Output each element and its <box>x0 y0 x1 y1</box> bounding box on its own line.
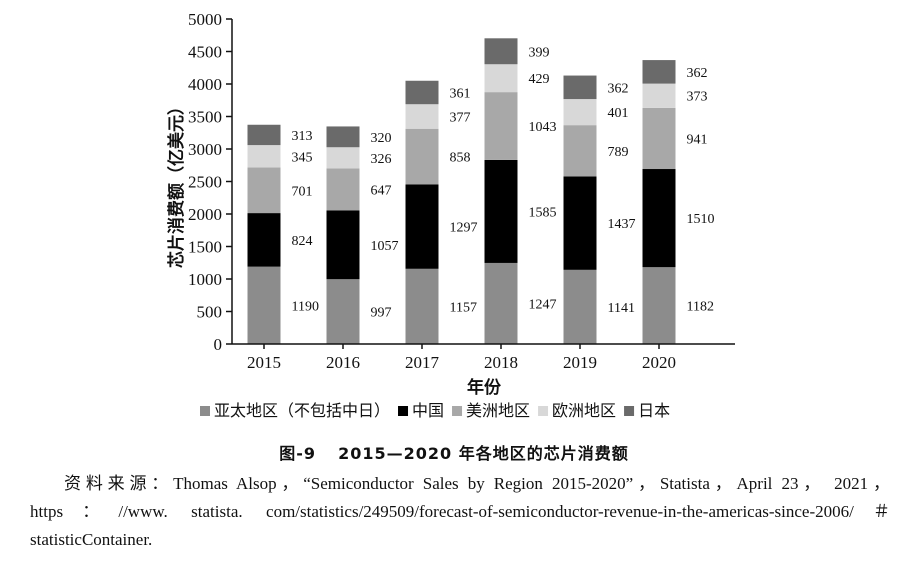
data-label: 1043 <box>529 120 557 135</box>
bar-segment <box>484 159 518 263</box>
legend-swatch <box>200 406 210 416</box>
bar-segment <box>563 75 597 100</box>
data-label: 362 <box>687 66 708 81</box>
bar-segment <box>484 64 518 93</box>
data-label: 824 <box>292 234 313 249</box>
x-tick-label: 2019 <box>563 353 597 372</box>
data-label: 320 <box>371 131 392 146</box>
bar-segment <box>563 269 597 344</box>
bar-segment <box>247 167 281 214</box>
data-label: 941 <box>687 132 708 147</box>
bar-segment <box>642 83 676 108</box>
y-axis-title: 芯片消费额（亿美元） <box>166 98 187 268</box>
bar-segment <box>326 279 360 344</box>
data-label: 701 <box>292 184 313 199</box>
x-tick-label: 2017 <box>405 353 440 372</box>
bar-segment <box>563 99 597 126</box>
bar-segment <box>563 125 597 177</box>
x-axis-title: 年份 <box>467 377 502 398</box>
bar-segment <box>405 128 439 185</box>
figure-title: 2015—2020 年各地区的芯片消费额 <box>338 444 629 463</box>
y-tick-label: 4500 <box>188 43 222 62</box>
y-tick-label: 3500 <box>188 108 222 127</box>
value-labels-group: 1190 824 701 345 313 997 1057 647 326 320 1157 1297… <box>292 45 715 320</box>
data-label: 1510 <box>687 212 715 227</box>
bar-segment <box>405 184 439 269</box>
legend-swatch <box>624 406 635 416</box>
y-tick-label: 500 <box>197 303 223 322</box>
bar-segment <box>326 210 360 280</box>
stacked-bar-chart: 1190 824 701 345 313 997 1057 647 326 320 1157 1297… <box>166 10 735 420</box>
legend: 亚太地区（不包括中日） 中国 美洲地区 欧洲地区 日本 <box>200 401 670 420</box>
y-tick-label: 3000 <box>188 140 222 159</box>
legend-swatch <box>538 406 549 416</box>
x-tick-label: 2016 <box>326 353 360 372</box>
data-label: 401 <box>608 106 629 121</box>
figure-caption: 图-9 2015—2020 年各地区的芯片消费额 <box>0 440 908 464</box>
legend-label: 亚太地区（不包括中日） <box>214 401 390 420</box>
data-label: 1182 <box>687 300 714 315</box>
bar-segment <box>247 266 281 344</box>
figure-number: 图-9 <box>279 444 317 463</box>
legend-label: 日本 <box>638 401 670 420</box>
y-tick-label: 2500 <box>188 173 222 192</box>
y-tick-label: 1500 <box>188 238 222 257</box>
data-label: 997 <box>371 306 392 321</box>
bars-group <box>247 38 676 344</box>
data-label: 1057 <box>371 239 399 254</box>
x-tick-label: 2015 <box>247 353 281 372</box>
data-label: 313 <box>292 129 313 144</box>
legend-label: 中国 <box>412 401 444 420</box>
data-label: 1190 <box>292 299 319 314</box>
data-label: 345 <box>292 150 313 165</box>
x-tick-label: 2020 <box>642 353 676 372</box>
bar-segment <box>405 80 439 105</box>
data-label: 1437 <box>608 217 636 232</box>
data-label: 326 <box>371 152 392 167</box>
bar-segment <box>405 104 439 129</box>
data-label: 373 <box>687 90 708 105</box>
bar-segment <box>484 92 518 160</box>
data-label: 399 <box>529 45 550 60</box>
x-ticks-group: 2015 2016 2017 2018 2019 2020 <box>247 344 676 372</box>
bar-segment <box>326 168 360 211</box>
legend-label: 欧洲地区 <box>552 401 616 420</box>
x-tick-label: 2018 <box>484 353 518 372</box>
bar-segment <box>326 147 360 169</box>
y-ticks-group: 0 500 1000 1500 2000 2500 3000 3500 4000 4500 5000 <box>188 10 232 354</box>
data-label: 1141 <box>608 301 635 316</box>
bar-segment <box>247 124 281 146</box>
data-label: 362 <box>608 81 629 96</box>
bar-segment <box>247 145 281 168</box>
bar-segment <box>326 126 360 148</box>
y-tick-label: 2000 <box>188 205 222 224</box>
legend-swatch <box>452 406 463 416</box>
bar-segment <box>563 176 597 270</box>
data-label: 361 <box>450 86 471 101</box>
data-label: 1247 <box>529 297 557 312</box>
bar-segment <box>484 38 518 65</box>
data-label: 1585 <box>529 205 557 220</box>
bar-segment <box>405 268 439 344</box>
bar-segment <box>642 60 676 84</box>
bar-segment <box>642 267 676 344</box>
legend-swatch <box>398 406 409 416</box>
data-label: 858 <box>450 151 471 166</box>
bar-segment <box>484 262 518 344</box>
legend-label: 美洲地区 <box>466 401 530 420</box>
data-label: 647 <box>371 183 392 198</box>
data-label: 1157 <box>450 300 477 315</box>
source-note: 资料来源：Thomas Alsop，“Semiconductor Sales b… <box>30 474 890 549</box>
y-tick-label: 1000 <box>188 270 222 289</box>
data-label: 1297 <box>450 221 478 236</box>
bar-segment <box>642 169 676 268</box>
bar-segment <box>642 107 676 170</box>
bar-segment <box>247 213 281 267</box>
y-tick-label: 5000 <box>188 10 222 29</box>
y-tick-label: 0 <box>214 335 223 354</box>
data-label: 789 <box>608 145 629 160</box>
data-label: 377 <box>450 110 471 125</box>
y-tick-label: 4000 <box>188 75 222 94</box>
data-label: 429 <box>529 72 550 87</box>
